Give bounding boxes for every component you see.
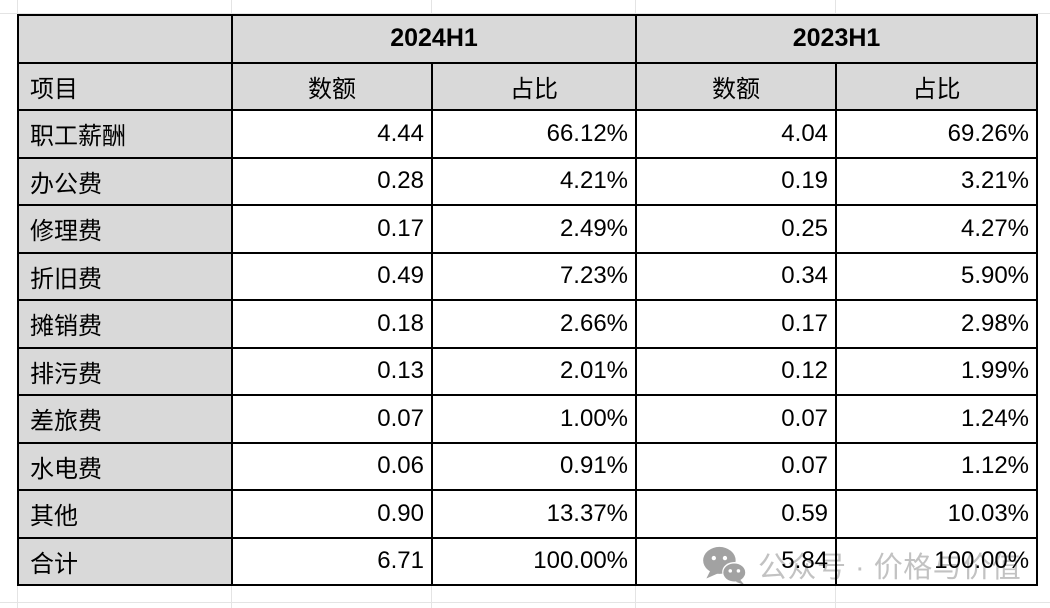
- amount-2024h1-cell: 0.13: [231, 346, 433, 396]
- amount-2023h1-cell: 5.84: [635, 536, 838, 586]
- share-2024h1-cell: 2.01%: [430, 346, 638, 396]
- col-header-item: 项目: [17, 61, 233, 111]
- row-label: 合计: [17, 536, 233, 586]
- row-label: 其他: [17, 489, 233, 539]
- amount-2023h1-cell: 0.17: [635, 299, 838, 349]
- table-row: 修理费 0.17 2.49% 0.25 4.27%: [17, 204, 1039, 254]
- amount-2023h1-cell: 0.07: [635, 394, 838, 444]
- share-2023h1-cell: 3.21%: [835, 156, 1039, 206]
- gridline-horizontal: [0, 13, 1050, 14]
- share-2023h1-cell: 5.90%: [835, 251, 1039, 301]
- gridline-horizontal: [0, 602, 1050, 603]
- share-2023h1-cell: 2.98%: [835, 299, 1039, 349]
- row-label: 水电费: [17, 441, 233, 491]
- amount-2024h1-cell: 0.28: [231, 156, 433, 206]
- table-row: 其他 0.90 13.37% 0.59 10.03%: [17, 489, 1039, 539]
- row-label: 排污费: [17, 346, 233, 396]
- share-2023h1-cell: 10.03%: [835, 489, 1039, 539]
- corner-cell: [17, 14, 233, 64]
- amount-2023h1-cell: 0.25: [635, 204, 838, 254]
- share-2024h1-cell: 0.91%: [430, 441, 638, 491]
- share-2024h1-cell: 2.66%: [430, 299, 638, 349]
- amount-2024h1-cell: 0.07: [231, 394, 433, 444]
- share-2024h1-cell: 100.00%: [430, 536, 638, 586]
- share-2023h1-cell: 1.99%: [835, 346, 1039, 396]
- period-header-2023h1: 2023H1: [635, 14, 1039, 64]
- table-row: 差旅费 0.07 1.00% 0.07 1.24%: [17, 394, 1039, 444]
- row-label: 折旧费: [17, 251, 233, 301]
- table-header: 2024H1 2023H1 项目 数额 占比 数额 占比: [17, 14, 1039, 111]
- share-2024h1-cell: 2.49%: [430, 204, 638, 254]
- row-label: 修理费: [17, 204, 233, 254]
- share-2024h1-cell: 1.00%: [430, 394, 638, 444]
- row-label: 办公费: [17, 156, 233, 206]
- share-2023h1-cell: 100.00%: [835, 536, 1039, 586]
- amount-2024h1-cell: 0.49: [231, 251, 433, 301]
- row-label: 差旅费: [17, 394, 233, 444]
- table-row: 合计 6.71 100.00% 5.84 100.00%: [17, 536, 1039, 586]
- share-2024h1-cell: 4.21%: [430, 156, 638, 206]
- table-body: 职工薪酬 4.44 66.12% 4.04 69.26% 办公费 0.28 4.…: [17, 109, 1039, 586]
- col-header-amount-2024h1: 数额: [231, 61, 433, 111]
- share-2023h1-cell: 1.24%: [835, 394, 1039, 444]
- share-2023h1-cell: 4.27%: [835, 204, 1039, 254]
- table-row: 摊销费 0.18 2.66% 0.17 2.98%: [17, 299, 1039, 349]
- share-2023h1-cell: 1.12%: [835, 441, 1039, 491]
- amount-2023h1-cell: 4.04: [635, 109, 838, 159]
- column-header-row: 项目 数额 占比 数额 占比: [17, 61, 1039, 111]
- amount-2023h1-cell: 0.07: [635, 441, 838, 491]
- amount-2024h1-cell: 0.90: [231, 489, 433, 539]
- share-2024h1-cell: 66.12%: [430, 109, 638, 159]
- table-row: 职工薪酬 4.44 66.12% 4.04 69.26%: [17, 109, 1039, 159]
- share-2024h1-cell: 13.37%: [430, 489, 638, 539]
- row-label: 摊销费: [17, 299, 233, 349]
- table-row: 办公费 0.28 4.21% 0.19 3.21%: [17, 156, 1039, 206]
- amount-2024h1-cell: 0.06: [231, 441, 433, 491]
- table-row: 折旧费 0.49 7.23% 0.34 5.90%: [17, 251, 1039, 301]
- expense-table: 2024H1 2023H1 项目 数额 占比 数额 占比 职工薪酬 4.44 6…: [17, 14, 1039, 586]
- amount-2023h1-cell: 0.19: [635, 156, 838, 206]
- col-header-share-2024h1: 占比: [430, 61, 638, 111]
- amount-2024h1-cell: 6.71: [231, 536, 433, 586]
- amount-2023h1-cell: 0.34: [635, 251, 838, 301]
- amount-2023h1-cell: 0.59: [635, 489, 838, 539]
- amount-2024h1-cell: 0.18: [231, 299, 433, 349]
- share-2024h1-cell: 7.23%: [430, 251, 638, 301]
- table-row: 排污费 0.13 2.01% 0.12 1.99%: [17, 346, 1039, 396]
- share-2023h1-cell: 69.26%: [835, 109, 1039, 159]
- col-header-amount-2023h1: 数额: [635, 61, 838, 111]
- amount-2023h1-cell: 0.12: [635, 346, 838, 396]
- row-label: 职工薪酬: [17, 109, 233, 159]
- amount-2024h1-cell: 4.44: [231, 109, 433, 159]
- period-header-row: 2024H1 2023H1: [17, 14, 1039, 64]
- col-header-share-2023h1: 占比: [835, 61, 1039, 111]
- period-header-2024h1: 2024H1: [230, 14, 638, 64]
- table-row: 水电费 0.06 0.91% 0.07 1.12%: [17, 441, 1039, 491]
- amount-2024h1-cell: 0.17: [231, 204, 433, 254]
